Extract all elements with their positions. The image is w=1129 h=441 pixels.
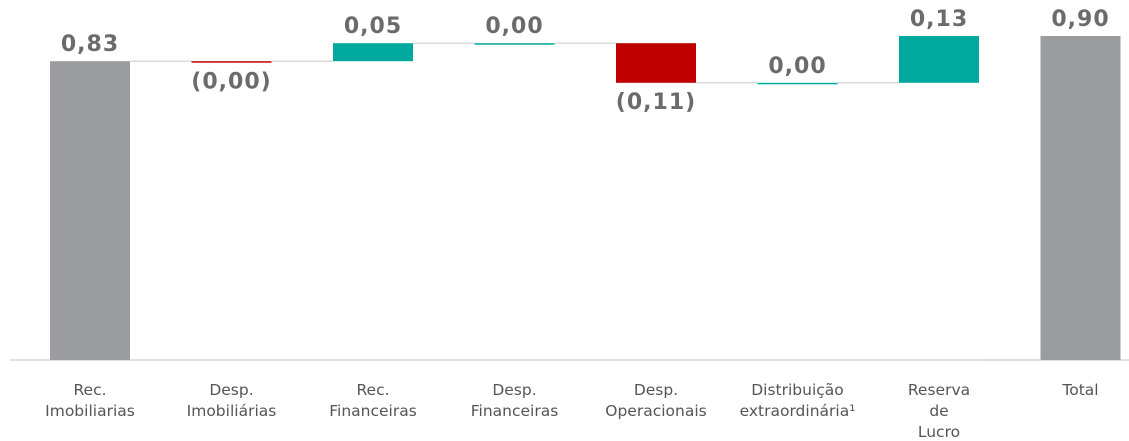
- value-label: (0,00): [191, 70, 271, 95]
- category-line: Financeiras: [471, 402, 559, 420]
- value-label: 0,90: [1051, 7, 1109, 32]
- value-label: 0,13: [910, 7, 968, 32]
- category-line: Total: [1061, 381, 1098, 399]
- category-line: Desp.: [492, 381, 536, 399]
- category-label: Desp. Operacionais: [605, 381, 706, 420]
- category-line: Operacionais: [605, 402, 706, 420]
- bar: [191, 61, 272, 63]
- category-label: Rec. Financeiras: [329, 381, 417, 420]
- value-label: 0,05: [344, 14, 402, 39]
- bar: [1040, 36, 1121, 360]
- category-line: Rec.: [356, 381, 389, 399]
- category-label: Rec. Imobiliarias: [45, 381, 135, 420]
- category-line: Reserva: [908, 381, 970, 399]
- category-line: Rec.: [73, 381, 106, 399]
- bar: [50, 61, 130, 360]
- bar: [616, 43, 696, 83]
- category-line: Desp.: [209, 381, 253, 399]
- bar: [757, 82, 838, 85]
- category-line: Financeiras: [329, 402, 417, 420]
- category-label: Reserva de Lucro: [908, 381, 970, 441]
- category-label: Distribuição extraordinária¹: [740, 381, 856, 420]
- bar: [333, 43, 413, 62]
- category-label: Desp. Financeiras: [471, 381, 559, 420]
- bar: [474, 43, 555, 45]
- category-label: Total: [1061, 381, 1098, 399]
- category-line: Desp.: [634, 381, 678, 399]
- value-label: 0,00: [485, 14, 543, 39]
- value-label: 0,00: [768, 54, 826, 79]
- category-line: Distribuição: [751, 381, 844, 399]
- bar: [899, 36, 979, 83]
- category-line: Imobiliarias: [45, 402, 135, 420]
- category-line: Lucro: [918, 423, 960, 441]
- category-line: Imobiliárias: [187, 402, 277, 420]
- value-label: 0,83: [61, 32, 119, 57]
- category-label: Desp. Imobiliárias: [187, 381, 277, 420]
- category-line: de: [929, 402, 948, 420]
- category-line: extraordinária¹: [740, 402, 856, 420]
- value-label: (0,11): [616, 90, 696, 115]
